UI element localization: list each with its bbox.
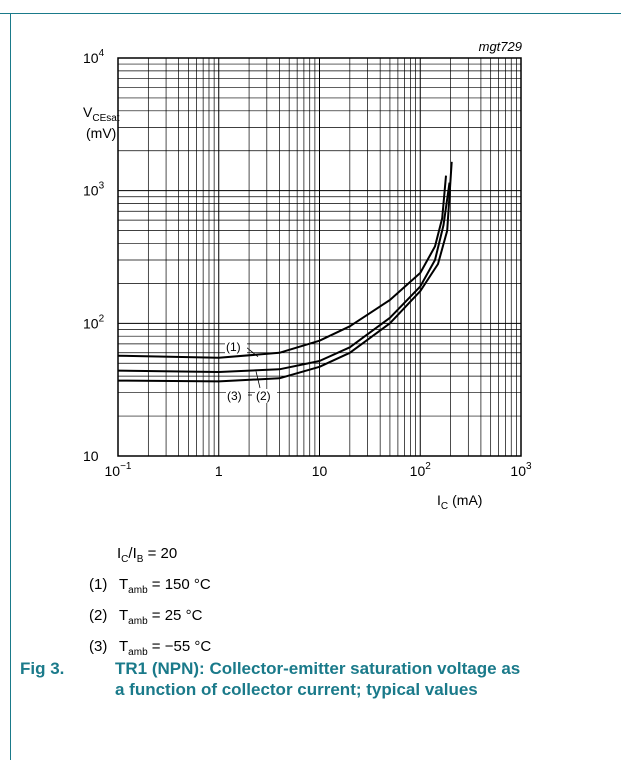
ratio-note: IC/IB = 20 [117,545,177,565]
condition-num: (3) [89,638,108,655]
tick-base: 1 [215,463,223,479]
series-line-3 [117,161,453,383]
y-axis-label-main: V [83,104,93,120]
tick-base: 10 [83,50,99,66]
ratio-value: = 20 [143,545,178,562]
x-tick-label: 103 [510,461,532,479]
series-label-leader [245,346,259,358]
y-axis-label-sub: CEsat [92,113,119,124]
tick-base: 10 [510,463,526,479]
x-axis-label-unit: (mA) [452,492,482,508]
tick-exponent: 3 [526,461,532,472]
x-tick-label: 102 [410,461,432,479]
page-frame-top [0,13,621,14]
tick-base: 10 [105,463,121,479]
x-tick-label: 1 [215,463,223,479]
tick-base: 10 [83,183,99,199]
x-tick-label: 10 [312,463,328,479]
chart-series [117,161,453,383]
x-axis-label-sub: C [441,501,448,512]
y-tick-label: 103 [83,181,105,199]
caption-label: Fig 3. [20,659,65,678]
figure-id: mgt729 [479,39,522,54]
tick-exponent: 4 [99,48,105,59]
condition-sub: amb [128,616,148,627]
condition-sym: T [119,576,129,593]
condition-sub: amb [128,585,148,596]
series-label: (1) [226,340,241,354]
y-axis-unit: (mV) [86,125,116,141]
y-tick-label: 10 [83,448,99,464]
series-label-bg [226,389,248,403]
condition-text: Tamb = −55 °C [119,638,211,658]
tick-base: 10 [83,315,99,331]
x-tick-labels: 10−1 1 10 102 103 [105,461,533,479]
tick-exponent: 3 [99,181,105,192]
condition-sym: T [119,607,129,624]
series-label-bg [225,340,247,354]
series-labels: (1) (2) (3) [225,340,277,403]
series-label-bg [255,389,277,403]
ratio-b: /I [128,545,137,562]
x-tick-label: 10−1 [105,461,132,479]
series-line-2 [117,182,451,373]
condition-value: = −55 °C [147,638,212,655]
y-tick-label: 104 [83,48,105,66]
tick-base: 10 [312,463,328,479]
tick-exponent: −1 [120,461,132,472]
condition-value: = 25 °C [147,607,203,624]
page-frame-left [10,13,11,760]
caption-text: TR1 (NPN): Collector-emitter saturation … [115,659,521,699]
tick-exponent: 2 [99,313,105,324]
series-label-leader [255,371,261,389]
tick-exponent: 2 [425,461,431,472]
ratio-b-sub: B [136,554,144,565]
condition-text: Tamb = 25 °C [119,607,202,627]
ratio-a: I [117,545,122,562]
condition-num: (1) [89,576,108,593]
condition-sub: amb [128,647,148,658]
condition-num: (2) [89,607,108,624]
condition-value: = 150 °C [147,576,211,593]
chart-grid [117,58,521,457]
ratio-a-sub: C [121,554,129,565]
x-axis-label: IC (mA) [437,492,482,512]
series-line-1 [117,175,447,359]
condition-sym: T [119,638,129,655]
series-label: (2) [256,389,271,403]
y-axis-label: VCEsat [83,104,120,124]
plot-frame [117,57,522,457]
tick-base: 10 [410,463,426,479]
condition-text: Tamb = 150 °C [119,576,211,596]
y-tick-label: 102 [83,313,105,331]
series-label: (3) [227,389,242,403]
tick-base: 10 [83,448,99,464]
x-axis-label-main: I [437,492,441,508]
